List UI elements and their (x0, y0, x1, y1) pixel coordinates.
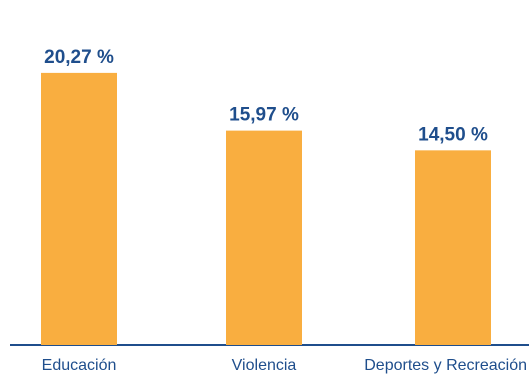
value-labels-group: 20,27 % 15,97 % 14,50 % (44, 47, 488, 145)
bar-0 (41, 72, 117, 345)
value-label-1: 15,97 % (229, 105, 299, 126)
value-label-0: 20,27 % (44, 47, 114, 68)
bar-1 (226, 130, 302, 345)
category-label-1: Violencia (232, 357, 297, 374)
value-label-2: 14,50 % (418, 124, 488, 145)
category-labels-group: Educación Violencia Deportes y Recreación (42, 357, 527, 374)
bar-2 (415, 150, 491, 345)
category-label-0: Educación (42, 357, 117, 374)
category-label-2: Deportes y Recreación (364, 357, 527, 374)
bars-group (41, 72, 491, 345)
